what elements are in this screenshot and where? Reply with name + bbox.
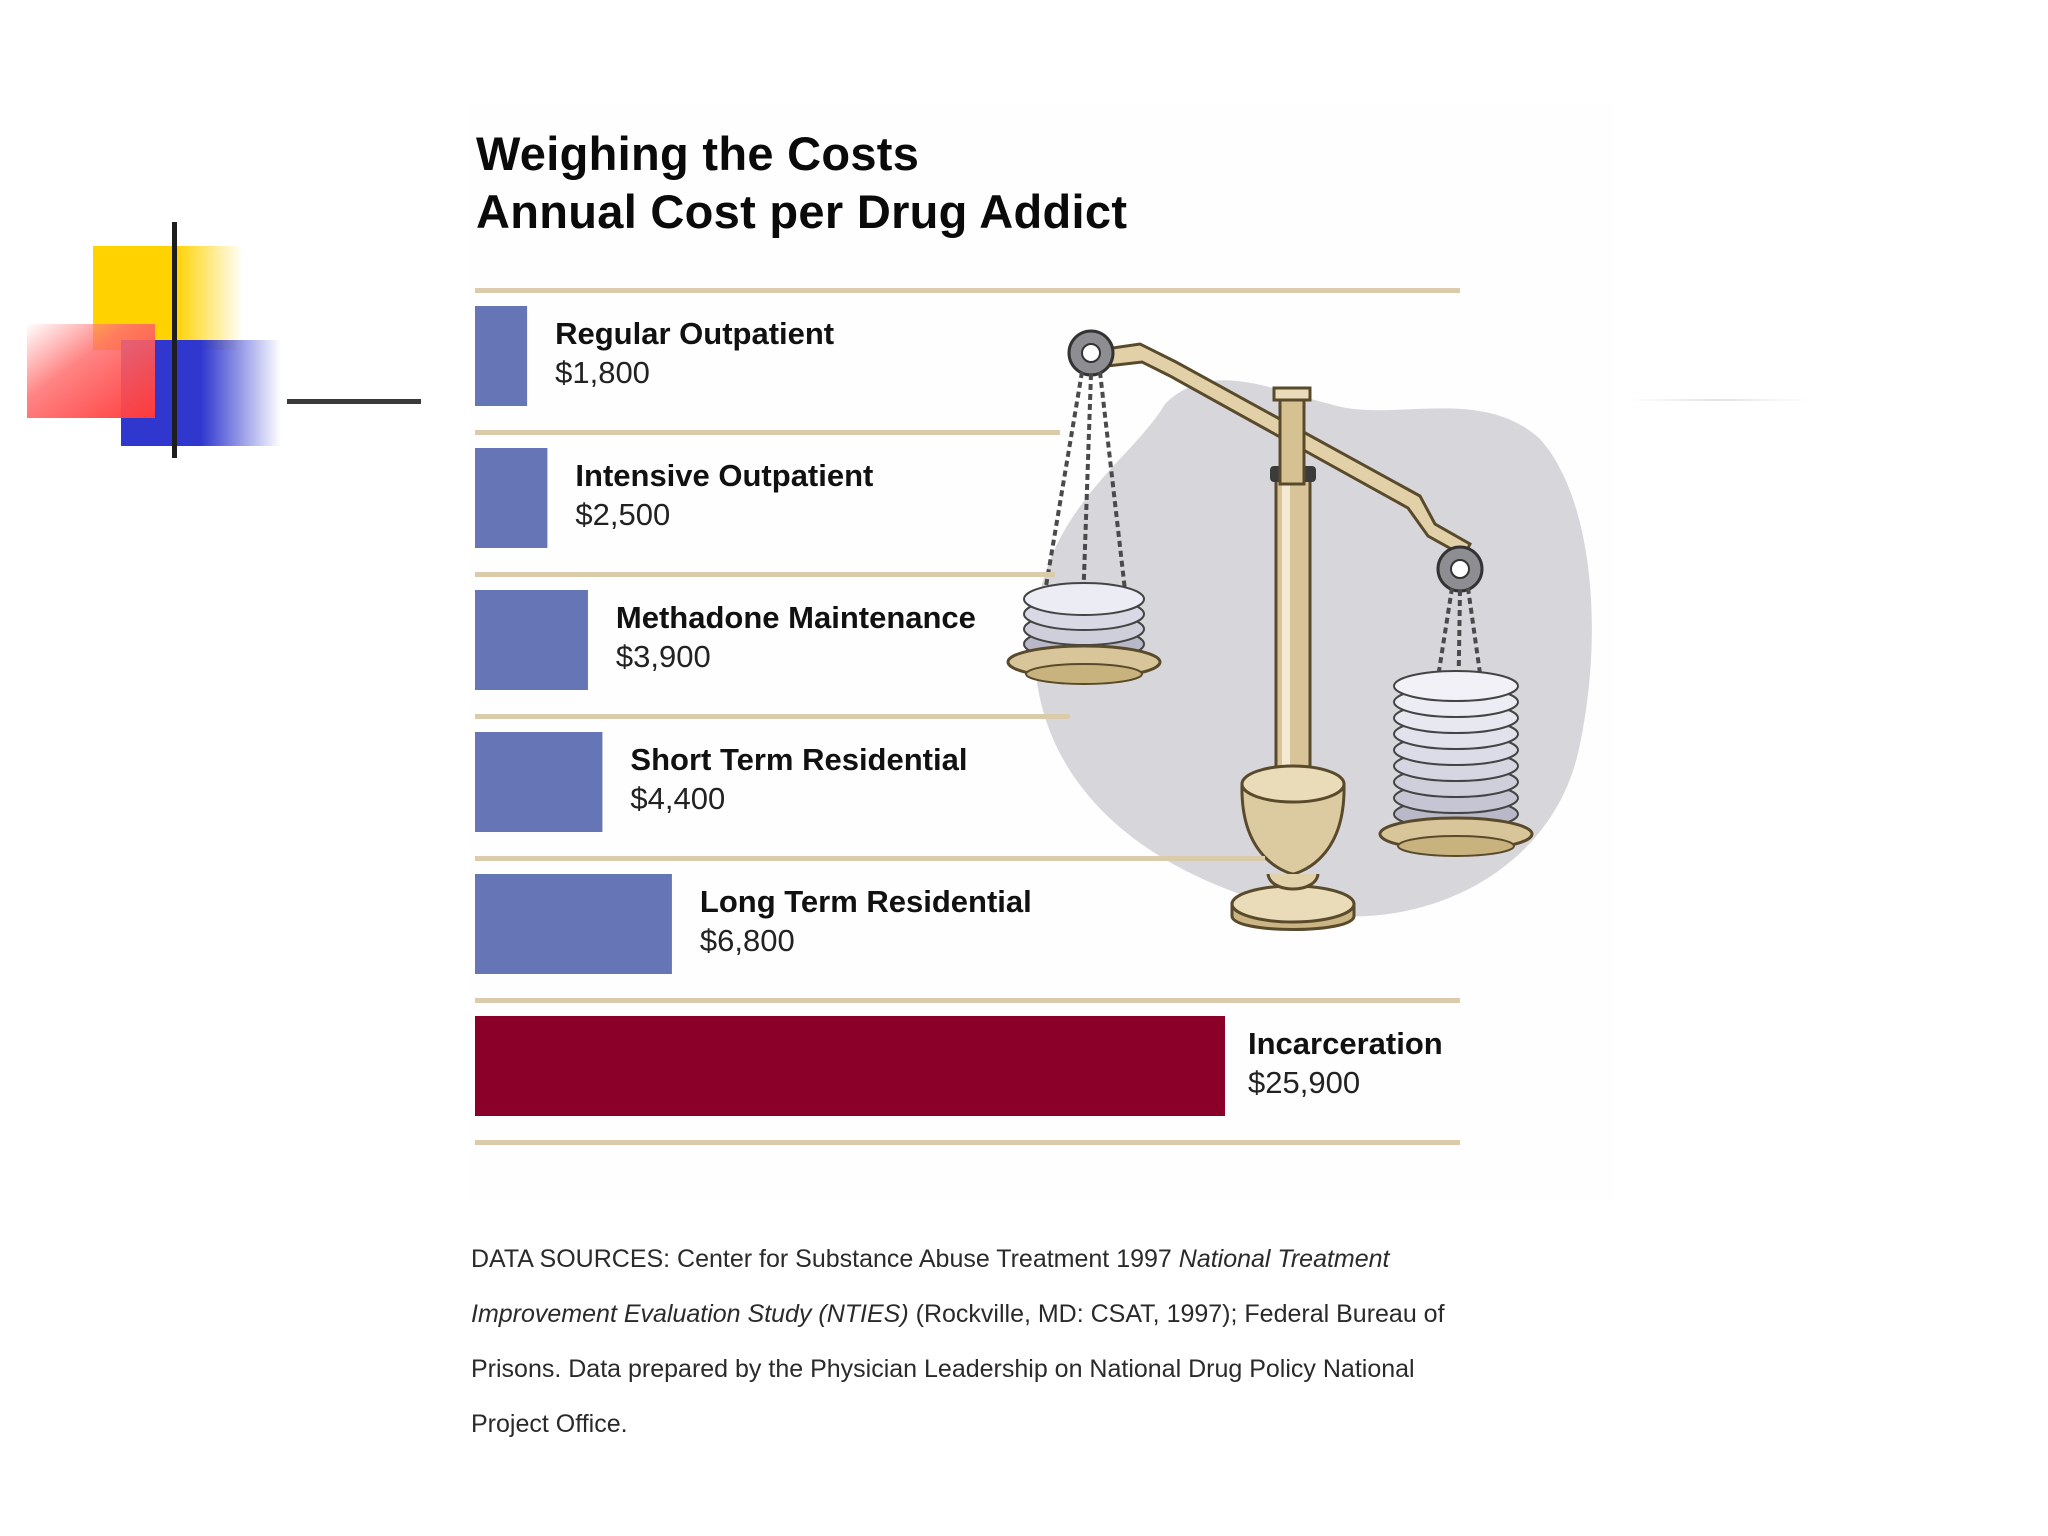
row-rule xyxy=(475,714,1070,719)
data-sources-note: DATA SOURCES: Center for Substance Abuse… xyxy=(471,1232,1491,1452)
bar-category-label: Incarceration xyxy=(1248,1026,1443,1061)
bar-value-label: $3,900 xyxy=(615,639,711,674)
bar-category-label: Short Term Residential xyxy=(630,742,968,777)
row-rule xyxy=(475,856,1265,861)
decorative-horizontal-line xyxy=(287,399,421,404)
decorative-red-square xyxy=(27,324,155,418)
decorative-vertical-line xyxy=(172,222,177,458)
bar-category-label: Intensive Outpatient xyxy=(575,458,874,493)
row-rule xyxy=(475,572,1055,577)
chart-title: Weighing the Costs xyxy=(476,127,920,180)
sources-study-title: National Treatment Improvement Evaluatio… xyxy=(471,1245,1390,1328)
row-rule xyxy=(475,288,1460,293)
decorative-faint-line xyxy=(1628,399,1808,401)
bar-4 xyxy=(475,874,672,974)
bar-chart xyxy=(475,288,1592,1145)
bar-5 xyxy=(475,1016,1225,1116)
bar-3 xyxy=(475,732,603,832)
row-rule xyxy=(475,1140,1460,1145)
bar-1 xyxy=(475,448,548,548)
bar-value-label: $6,800 xyxy=(699,923,795,958)
bar-0 xyxy=(475,306,528,406)
sources-suffix: (Rockville, MD: CSAT, 1997); Federal Bur… xyxy=(471,1300,1445,1438)
row-rule xyxy=(475,998,1460,1003)
bar-value-label: $2,500 xyxy=(575,497,671,532)
bar-category-label: Long Term Residential xyxy=(699,884,1032,919)
bar-value-label: $25,900 xyxy=(1248,1065,1361,1100)
balance-scale-icon xyxy=(1006,329,1592,931)
bar-value-label: $4,400 xyxy=(630,781,726,816)
chart-panel: Weighing the Costs Annual Cost per Drug … xyxy=(470,104,1615,1200)
row-rule xyxy=(475,430,1060,435)
chart-subtitle: Annual Cost per Drug Addict xyxy=(476,185,1128,238)
bar-value-label: $1,800 xyxy=(555,355,650,390)
bar-2 xyxy=(475,590,588,690)
bar-category-label: Methadone Maintenance xyxy=(615,600,976,635)
bar-category-label: Regular Outpatient xyxy=(555,316,835,351)
sources-prefix: DATA SOURCES: Center for Substance Abuse… xyxy=(471,1245,1179,1273)
